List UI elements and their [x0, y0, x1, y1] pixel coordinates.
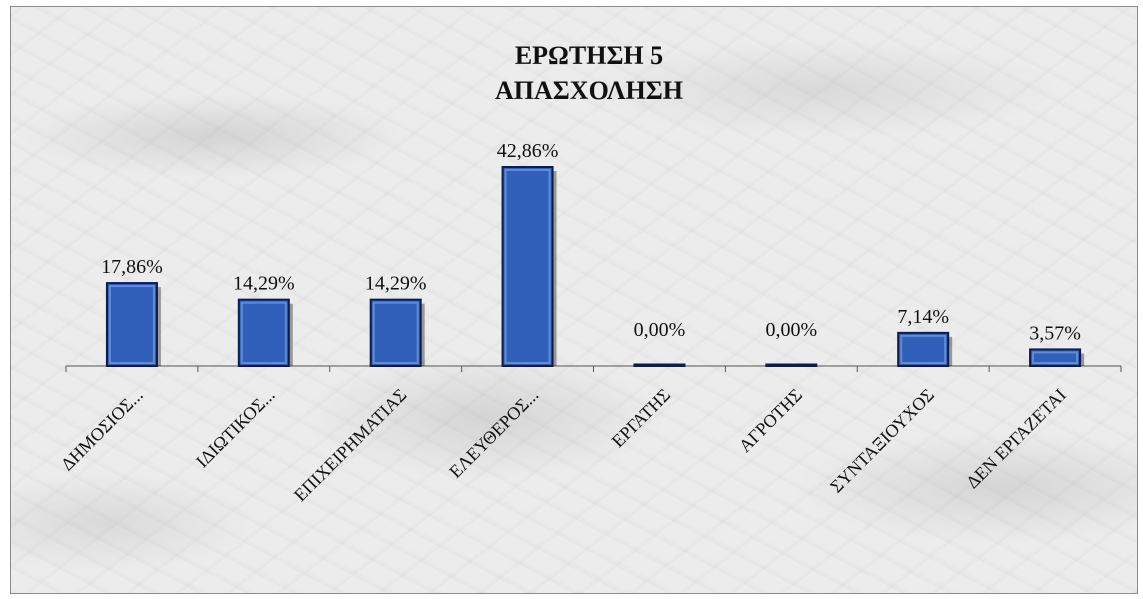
category-label-1: ΔΗΜΟΣΙΟΣ... — [57, 385, 147, 475]
bar-highlight — [900, 334, 947, 365]
bar-3 — [369, 298, 422, 367]
data-label-3: 14,29% — [365, 273, 427, 295]
chart-title: ΕΡΩΤΗΣΗ 5 — [515, 41, 663, 70]
category-label-3: ΕΠΙΧΕΙΡΗΜΑΤΙΑΣ — [290, 385, 411, 506]
data-label-4: 42,86% — [497, 140, 559, 162]
bar-chart: ΕΡΩΤΗΣΗ 5 ΑΠΑΣΧΟΛΗΣΗ 17,86% ΔΗΜΟΣΙΟΣ... 14… — [57, 41, 1122, 506]
category-label-4: ΕΛΕΥΘΕΡΟΣ... — [445, 385, 542, 482]
data-label-7: 7,14% — [897, 306, 949, 328]
bar-4 — [501, 166, 554, 367]
category-label-7: ΣΥΝΤΑΞΙΟΥΧΟΣ — [826, 385, 938, 497]
bar-1 — [105, 282, 158, 367]
category-label-6: ΑΓΡΟΤΗΣ — [735, 385, 806, 456]
bar-highlight — [240, 301, 287, 364]
data-label-6: 0,00% — [765, 319, 817, 341]
data-label-2: 14,29% — [233, 273, 295, 295]
plot-area: 17,86% ΔΗΜΟΣΙΟΣ... 14,29% ΙΔΙΩΤΙΚΟΣ... 14,29… — [57, 140, 1122, 506]
category-label-2: ΙΔΙΩΤΙΚΟΣ... — [192, 385, 279, 472]
bar-highlight — [504, 169, 551, 364]
bar-highlight — [372, 301, 419, 364]
bar-2 — [237, 298, 290, 367]
chart-frame: ΕΡΩΤΗΣΗ 5 ΑΠΑΣΧΟΛΗΣΗ 17,86% ΔΗΜΟΣΙΟΣ... 14… — [10, 6, 1138, 594]
data-label-8: 3,57% — [1029, 322, 1081, 344]
data-label-1: 17,86% — [101, 256, 163, 278]
category-label-5: ΕΡΓΑΤΗΣ — [608, 385, 675, 452]
chart-subtitle: ΑΠΑΣΧΟΛΗΣΗ — [495, 76, 683, 105]
data-label-5: 0,00% — [634, 319, 686, 341]
bar-5 — [633, 363, 686, 367]
bar-8 — [1029, 348, 1082, 368]
bar-6 — [765, 363, 818, 367]
bar-highlight — [108, 285, 155, 364]
bar-highlight — [1032, 351, 1079, 365]
category-label-8: ΔΕΝ ΕΡΓΑΖΕΤΑΙ — [962, 385, 1070, 493]
bar-7 — [897, 331, 950, 368]
